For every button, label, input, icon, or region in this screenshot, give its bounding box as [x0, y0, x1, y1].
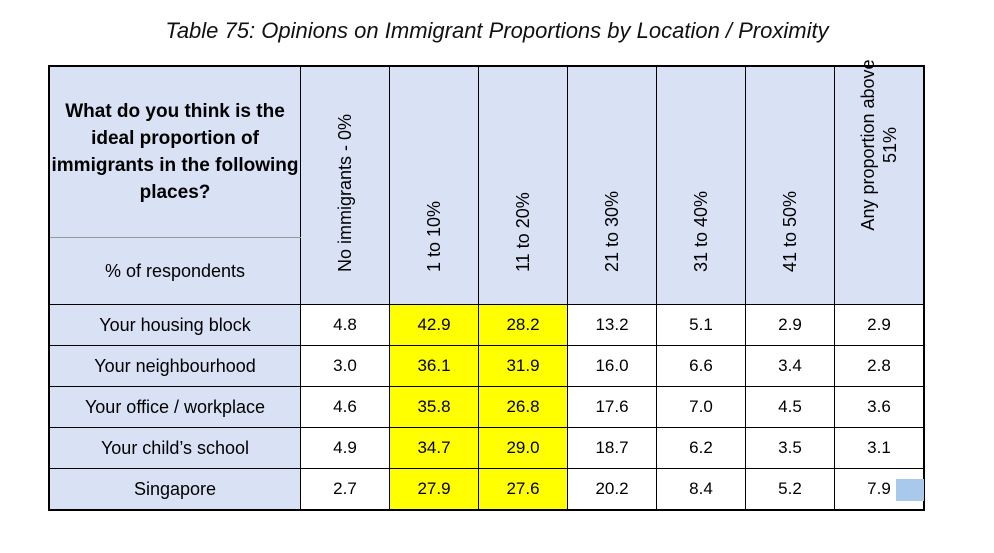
table-row: Your child’s school 4.9 34.7 29.0 18.7 6… — [48, 427, 925, 469]
table-cell-highlighted: 29.0 — [478, 427, 568, 469]
selection-marker — [896, 479, 924, 501]
table-cell: 4.6 — [300, 386, 390, 428]
table-cell-text: 7.9 — [867, 479, 891, 498]
table-cell: 5.2 — [745, 468, 835, 511]
row-label: Your child’s school — [48, 427, 301, 469]
table-cell: 2.7 — [300, 468, 390, 511]
table-cell: 6.2 — [656, 427, 746, 469]
row-label: Your housing block — [48, 304, 301, 346]
row-label: Singapore — [48, 468, 301, 511]
table-cell-highlighted: 31.9 — [478, 345, 568, 387]
table-cell: 2.8 — [834, 345, 925, 387]
table-cell: 3.1 — [834, 427, 925, 469]
table-cell-highlighted: 36.1 — [389, 345, 479, 387]
table-cell: 17.6 — [567, 386, 657, 428]
table-cell-highlighted: 26.8 — [478, 386, 568, 428]
unit-label: % of respondents — [48, 237, 301, 305]
table-caption: Table 75: Opinions on Immigrant Proporti… — [165, 18, 829, 43]
table-cell-last: 7.9 — [834, 468, 925, 511]
table-cell: 4.9 — [300, 427, 390, 469]
question-header: What do you think is the ideal proportio… — [48, 65, 301, 238]
table-cell: 18.7 — [567, 427, 657, 469]
table-cell: 13.2 — [567, 304, 657, 346]
table-cell: 3.5 — [745, 427, 835, 469]
table-cell-highlighted: 42.9 — [389, 304, 479, 346]
table-cell: 2.9 — [745, 304, 835, 346]
column-header-6: Any proportion above 51% — [834, 59, 925, 305]
table-row: Your office / workplace 4.6 35.8 26.8 17… — [48, 386, 925, 428]
column-header-0: No immigrants - 0% — [300, 65, 390, 305]
row-label: Your office / workplace — [48, 386, 301, 428]
table-cell-highlighted: 34.7 — [389, 427, 479, 469]
table-cell: 3.4 — [745, 345, 835, 387]
table-cell-highlighted: 35.8 — [389, 386, 479, 428]
row-label: Your neighbourhood — [48, 345, 301, 387]
table-cell: 8.4 — [656, 468, 746, 511]
table-cell: 4.5 — [745, 386, 835, 428]
column-header-2: 11 to 20% — [478, 65, 568, 305]
table-cell: 3.6 — [834, 386, 925, 428]
table-cell-highlighted: 27.9 — [389, 468, 479, 511]
column-header-4: 31 to 40% — [656, 65, 746, 305]
table-cell: 16.0 — [567, 345, 657, 387]
table-cell: 3.0 — [300, 345, 390, 387]
table-row: Your housing block 4.8 42.9 28.2 13.2 5.… — [48, 304, 925, 346]
data-table: What do you think is the ideal proportio… — [48, 59, 925, 511]
table-cell-highlighted: 27.6 — [478, 468, 568, 511]
column-header-5: 41 to 50% — [745, 65, 835, 305]
table-cell: 5.1 — [656, 304, 746, 346]
table-cell: 7.0 — [656, 386, 746, 428]
table-cell: 2.9 — [834, 304, 925, 346]
table-cell: 4.8 — [300, 304, 390, 346]
column-header-1: 1 to 10% — [389, 65, 479, 305]
table-cell-highlighted: 28.2 — [478, 304, 568, 346]
table-cell: 6.6 — [656, 345, 746, 387]
table-cell: 20.2 — [567, 468, 657, 511]
table-row: Singapore 2.7 27.9 27.6 20.2 8.4 5.2 7.9 — [48, 468, 925, 511]
table-row: Your neighbourhood 3.0 36.1 31.9 16.0 6.… — [48, 345, 925, 387]
column-header-3: 21 to 30% — [567, 65, 657, 305]
